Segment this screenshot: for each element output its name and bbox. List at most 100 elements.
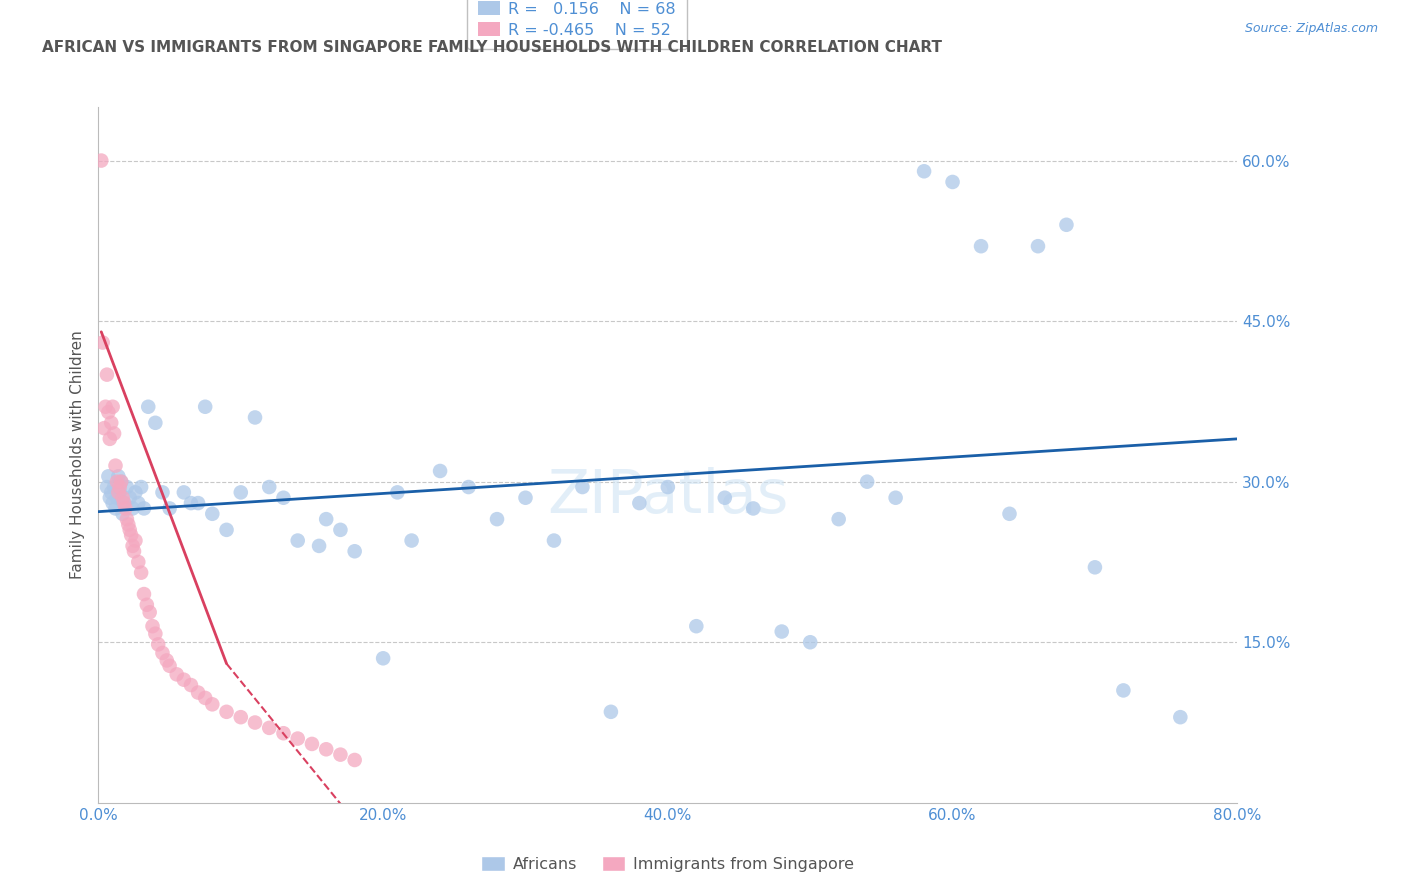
Point	[152, 646, 174, 660]
Point	[166, 667, 188, 681]
Point	[1112, 683, 1135, 698]
Point	[229, 485, 252, 500]
Point	[343, 544, 366, 558]
Point	[173, 673, 195, 687]
Point	[998, 507, 1021, 521]
Point	[571, 480, 593, 494]
Point	[136, 400, 159, 414]
Point	[120, 528, 142, 542]
Point	[121, 539, 143, 553]
Point	[91, 335, 114, 350]
Y-axis label: Family Households with Children: Family Households with Children	[70, 331, 86, 579]
Point	[315, 512, 337, 526]
Point	[457, 480, 479, 494]
Point	[122, 544, 145, 558]
Point	[121, 501, 143, 516]
Point	[315, 742, 337, 756]
Point	[124, 533, 146, 548]
Point	[156, 653, 179, 667]
Point	[93, 421, 115, 435]
Point	[628, 496, 651, 510]
Point	[111, 507, 134, 521]
Point	[159, 658, 181, 673]
Point	[90, 153, 112, 168]
Point	[799, 635, 821, 649]
Point	[243, 410, 266, 425]
Point	[108, 480, 131, 494]
Point	[141, 619, 163, 633]
Point	[118, 523, 141, 537]
Point	[1170, 710, 1192, 724]
Point	[243, 715, 266, 730]
Text: AFRICAN VS IMMIGRANTS FROM SINGAPORE FAMILY HOUSEHOLDS WITH CHILDREN CORRELATION: AFRICAN VS IMMIGRANTS FROM SINGAPORE FAM…	[42, 40, 942, 55]
Point	[273, 726, 295, 740]
Point	[308, 539, 330, 553]
Point	[145, 416, 167, 430]
Point	[159, 501, 181, 516]
Point	[112, 496, 135, 510]
Point	[884, 491, 907, 505]
Point	[229, 710, 252, 724]
Point	[329, 747, 352, 762]
Point	[110, 475, 132, 489]
Point	[94, 400, 117, 414]
Point	[100, 416, 122, 430]
Point	[515, 491, 537, 505]
Point	[105, 475, 128, 489]
Point	[187, 685, 209, 699]
Point	[912, 164, 935, 178]
Point	[714, 491, 737, 505]
Point	[112, 496, 135, 510]
Point	[101, 400, 124, 414]
Point	[135, 598, 157, 612]
Point	[127, 496, 149, 510]
Point	[201, 698, 224, 712]
Point	[259, 480, 281, 494]
Point	[180, 678, 202, 692]
Point	[600, 705, 623, 719]
Point	[129, 566, 152, 580]
Point	[104, 458, 127, 473]
Point	[187, 496, 209, 510]
Point	[152, 485, 174, 500]
Point	[107, 469, 129, 483]
Point	[110, 475, 132, 489]
Point	[127, 555, 149, 569]
Point	[107, 485, 129, 500]
Point	[329, 523, 352, 537]
Point	[287, 533, 309, 548]
Point	[742, 501, 765, 516]
Point	[115, 480, 138, 494]
Point	[115, 512, 138, 526]
Point	[98, 491, 121, 505]
Point	[486, 512, 509, 526]
Point	[343, 753, 366, 767]
Point	[104, 501, 127, 516]
Point	[194, 690, 217, 705]
Point	[145, 626, 167, 640]
Point	[108, 485, 131, 500]
Point	[124, 485, 146, 500]
Point	[111, 491, 134, 505]
Point	[118, 491, 141, 505]
Point	[98, 432, 121, 446]
Point	[287, 731, 309, 746]
Point	[259, 721, 281, 735]
Point	[657, 480, 679, 494]
Point	[97, 469, 120, 483]
Point	[132, 587, 155, 601]
Point	[129, 480, 152, 494]
Point	[215, 705, 238, 719]
Point	[770, 624, 793, 639]
Point	[201, 507, 224, 521]
Point	[132, 501, 155, 516]
Point	[401, 533, 423, 548]
Legend: Africans, Immigrants from Singapore: Africans, Immigrants from Singapore	[475, 850, 860, 879]
Point	[1056, 218, 1078, 232]
Point	[215, 523, 238, 537]
Point	[856, 475, 879, 489]
Point	[96, 368, 118, 382]
Point	[103, 426, 125, 441]
Point	[685, 619, 707, 633]
Point	[301, 737, 323, 751]
